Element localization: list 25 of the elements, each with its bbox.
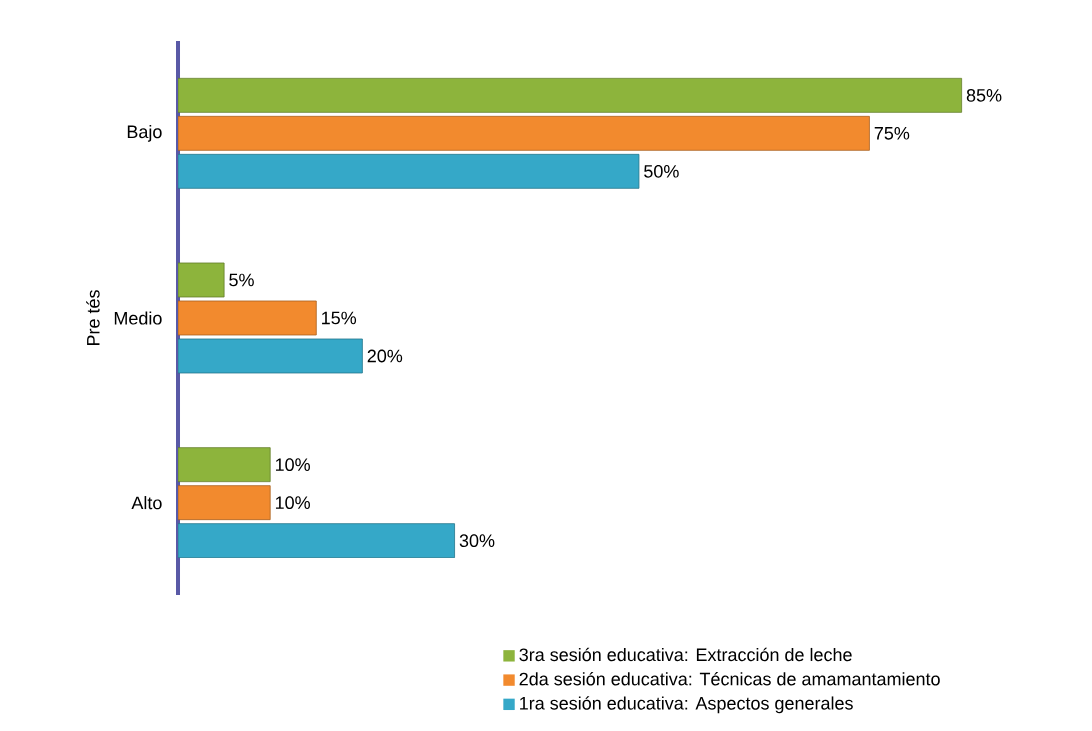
data-label: 10% <box>275 496 310 510</box>
data-label: 20% <box>367 349 403 363</box>
bar <box>178 262 225 298</box>
y-tick-label: Medio <box>114 311 162 325</box>
data-label: 5% <box>229 273 254 287</box>
data-label: 75% <box>874 127 910 140</box>
y-axis-title: Pre tés <box>86 290 100 346</box>
y-tick-label: Bajo <box>127 124 162 142</box>
bar <box>178 300 317 336</box>
bar <box>178 77 963 113</box>
data-label: 10% <box>275 458 310 472</box>
bar <box>178 153 640 189</box>
bar <box>178 523 455 559</box>
data-label: 85% <box>966 88 1002 102</box>
legend-label: 3ra sesión educativa: Extracción de leche <box>519 647 852 662</box>
bar <box>178 338 363 374</box>
y-tick-label: Alto <box>131 496 162 510</box>
data-label: 30% <box>459 534 495 548</box>
data-label: 50% <box>644 164 679 178</box>
bar <box>178 447 271 483</box>
legend-label: 2da sesión educativa: Técnicas de amamantamiento <box>519 671 940 686</box>
legend-label: 1ra sesión educativa: Aspectos generales <box>520 696 853 714</box>
data-label: 15% <box>322 311 357 325</box>
bar <box>178 115 870 151</box>
bar <box>178 485 271 521</box>
